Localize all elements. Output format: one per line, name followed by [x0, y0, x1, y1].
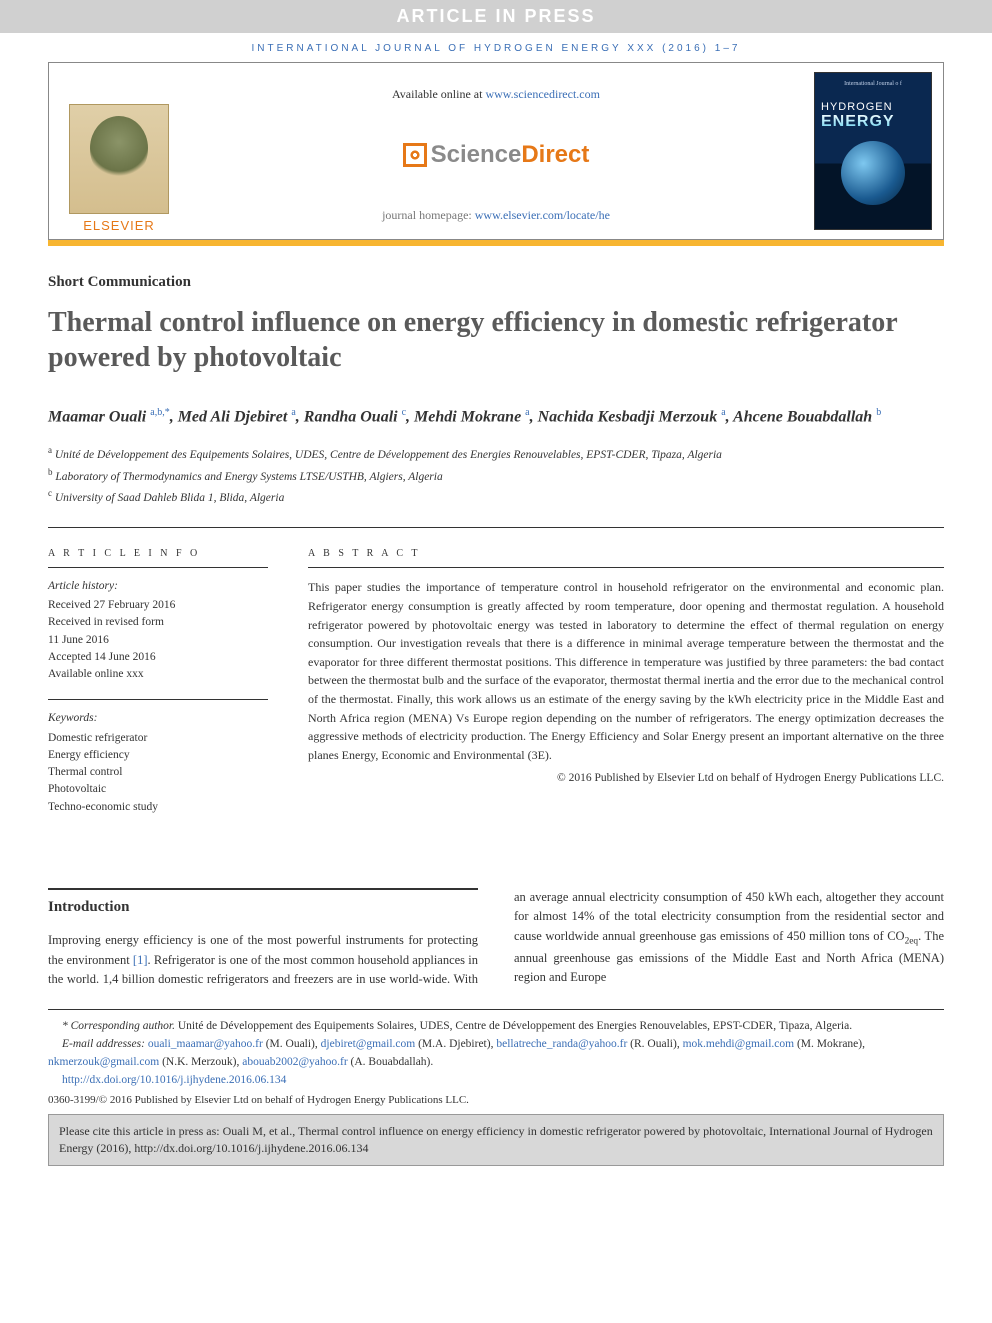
cover-globe-icon	[841, 141, 905, 205]
ref-link-1[interactable]: [1]	[133, 953, 148, 967]
abstract-copyright: © 2016 Published by Elsevier Ltd on beha…	[308, 770, 944, 788]
info-abstract-row: A R T I C L E I N F O Article history: R…	[48, 527, 944, 832]
sd-sci: Science	[431, 141, 522, 168]
email-attribution: (M. Ouali)	[266, 1038, 315, 1050]
affiliation-list: a Unité de Développement des Equipements…	[48, 443, 944, 507]
introduction-heading: Introduction	[48, 888, 478, 919]
cover-title-line2: ENERGY	[821, 113, 925, 131]
cover-title-line1: HYDROGEN	[821, 101, 925, 113]
email-attribution: (M.A. Djebiret)	[418, 1038, 491, 1050]
history-line: Received in revised form	[48, 614, 268, 631]
keyword-item: Domestic refrigerator	[48, 730, 268, 747]
article-in-press-banner: ARTICLE IN PRESS	[0, 0, 992, 33]
corr-label: * Corresponding author.	[62, 1020, 175, 1032]
available-prefix: Available online at	[392, 87, 485, 101]
doi-link[interactable]: http://dx.doi.org/10.1016/j.ijhydene.201…	[62, 1074, 286, 1086]
article-info-heading: A R T I C L E I N F O	[48, 528, 268, 568]
history-line: Received 27 February 2016	[48, 597, 268, 614]
email-link[interactable]: bellatreche_randa@yahoo.fr	[496, 1038, 627, 1050]
email-link[interactable]: nkmerzouk@gmail.com	[48, 1056, 159, 1068]
history-label: Article history:	[48, 578, 268, 595]
affiliation-item: a Unité de Développement des Equipements…	[48, 443, 944, 464]
sciencedirect-link[interactable]: www.sciencedirect.com	[485, 87, 600, 101]
email-attribution: (M. Mokrane)	[797, 1038, 862, 1050]
email-addresses-line: E-mail addresses: ouali_maamar@yahoo.fr …	[48, 1036, 944, 1072]
cover-title: HYDROGEN ENERGY	[821, 101, 925, 131]
please-cite-box: Please cite this article in press as: Ou…	[48, 1114, 944, 1167]
affiliation-item: c University of Saad Dahleb Blida 1, Bli…	[48, 486, 944, 507]
doi-line: http://dx.doi.org/10.1016/j.ijhydene.201…	[48, 1072, 944, 1090]
history-line: Available online xxx	[48, 666, 268, 683]
journal-citation-top: INTERNATIONAL JOURNAL OF HYDROGEN ENERGY…	[0, 33, 992, 62]
journal-homepage-line: journal homepage: www.elsevier.com/locat…	[382, 208, 610, 223]
article-main: Short Communication Thermal control infl…	[0, 246, 992, 989]
article-type: Short Communication	[48, 274, 944, 291]
elsevier-tree-icon	[69, 104, 169, 214]
keyword-item: Energy efficiency	[48, 747, 268, 764]
keywords-lines: Domestic refrigeratorEnergy efficiencyTh…	[48, 730, 268, 816]
journal-cover-block: International Journal o f HYDROGEN ENERG…	[803, 63, 943, 239]
keywords-label: Keywords:	[48, 710, 268, 727]
keyword-item: Techno-economic study	[48, 799, 268, 816]
header-center: Available online at www.sciencedirect.co…	[189, 63, 803, 239]
email-link[interactable]: ouali_maamar@yahoo.fr	[148, 1038, 263, 1050]
sciencedirect-wordmark: ScienceDirect	[431, 141, 590, 169]
email-link[interactable]: djebiret@gmail.com	[321, 1038, 416, 1050]
elsevier-wordmark: ELSEVIER	[83, 218, 155, 233]
article-title: Thermal control influence on energy effi…	[48, 305, 944, 375]
sciencedirect-icon	[403, 143, 427, 167]
body-two-column: Introduction Improving energy efficiency…	[48, 888, 944, 989]
homepage-prefix: journal homepage:	[382, 208, 475, 222]
available-online-line: Available online at www.sciencedirect.co…	[392, 87, 600, 102]
email-label: E-mail addresses:	[62, 1038, 148, 1050]
keyword-item: Photovoltaic	[48, 781, 268, 798]
corresponding-author-note: * Corresponding author. Unité de Dévelop…	[48, 1018, 944, 1036]
journal-cover-image: International Journal o f HYDROGEN ENERG…	[814, 72, 932, 230]
affiliation-item: b Laboratory of Thermodynamics and Energ…	[48, 465, 944, 486]
keyword-item: Thermal control	[48, 764, 268, 781]
issn-copyright-line: 0360-3199/© 2016 Published by Elsevier L…	[48, 1094, 944, 1106]
email-link[interactable]: abouab2002@yahoo.fr	[242, 1056, 347, 1068]
email-attribution: (A. Bouabdallah)	[351, 1056, 431, 1068]
journal-homepage-link[interactable]: www.elsevier.com/locate/he	[475, 208, 610, 222]
sciencedirect-logo: ScienceDirect	[403, 141, 590, 169]
journal-header: ELSEVIER Available online at www.science…	[48, 62, 944, 240]
cover-subtitle: International Journal o f	[821, 81, 925, 89]
abstract-text: This paper studies the importance of tem…	[308, 578, 944, 764]
article-info-column: A R T I C L E I N F O Article history: R…	[48, 528, 268, 832]
email-attribution: (R. Ouali)	[630, 1038, 677, 1050]
email-attribution: (N.K. Merzouk)	[162, 1056, 236, 1068]
corr-text: Unité de Développement des Equipements S…	[175, 1020, 852, 1032]
abstract-heading: A B S T R A C T	[308, 528, 944, 569]
author-list: Maamar Ouali a,b,*, Med Ali Djebiret a, …	[48, 405, 944, 429]
footnotes-block: * Corresponding author. Unité de Dévelop…	[48, 1009, 944, 1089]
elsevier-logo-block: ELSEVIER	[49, 63, 189, 239]
history-line: Accepted 14 June 2016	[48, 649, 268, 666]
article-history-group: Article history: Received 27 February 20…	[48, 578, 268, 684]
abstract-column: A B S T R A C T This paper studies the i…	[308, 528, 944, 832]
history-line: 11 June 2016	[48, 632, 268, 649]
keywords-group: Keywords: Domestic refrigeratorEnergy ef…	[48, 699, 268, 816]
history-lines: Received 27 February 2016Received in rev…	[48, 597, 268, 683]
sd-dir: Direct	[521, 141, 589, 168]
email-link[interactable]: mok.mehdi@gmail.com	[683, 1038, 795, 1050]
